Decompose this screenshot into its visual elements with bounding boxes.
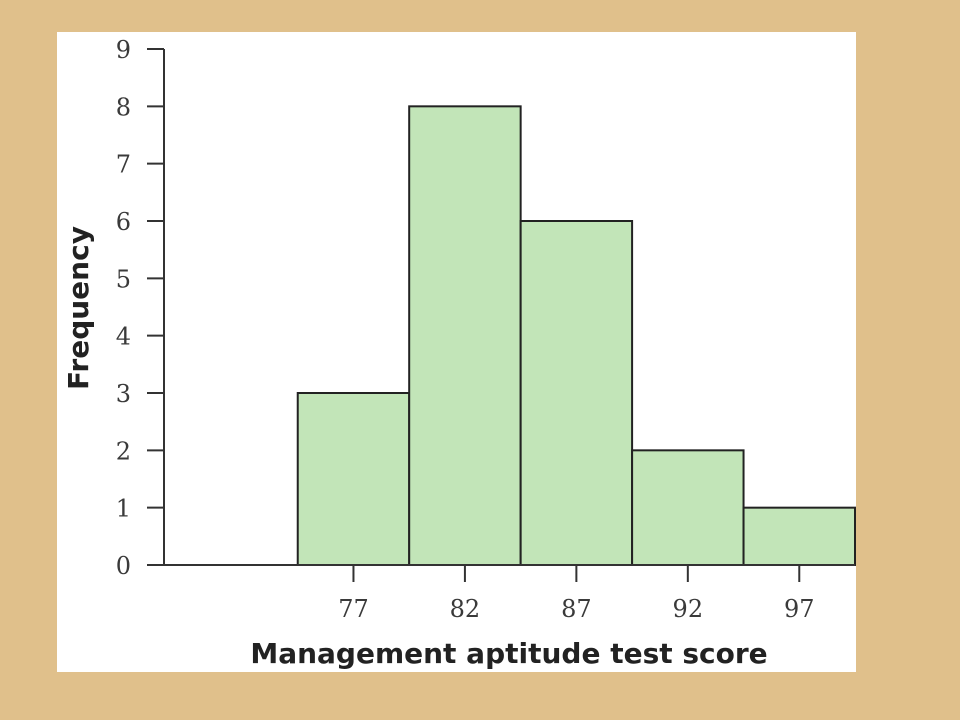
bars-group [296,105,857,567]
y-tick-label-1: 1 [116,495,131,523]
histogram-bar-97 [742,506,857,566]
histogram-bar-87 [519,220,634,566]
histogram-bar-92 [631,449,745,567]
x-ticks-group: 77 82 87 92 97 [338,565,815,623]
y-tick-label-2: 2 [116,437,131,465]
y-tick-label-7: 7 [116,151,131,179]
x-axis-title: Management aptitude test score [250,637,767,670]
y-tick-label-8: 8 [116,93,131,121]
axes-group [163,49,855,566]
histogram-bar-77 [296,392,411,566]
x-tick-label-97: 97 [784,595,815,623]
y-tick-label-4: 4 [116,323,131,351]
y-tick-label-0: 0 [116,552,131,580]
y-axis-title: Frequency [62,226,95,390]
x-tick-label-82: 82 [450,595,481,623]
y-tick-label-6: 6 [116,208,131,236]
x-tick-label-77: 77 [338,595,369,623]
y-tick-label-3: 3 [116,380,131,408]
y-ticks-group: 0 1 2 3 4 5 6 7 8 9 [116,36,164,580]
x-tick-label-87: 87 [561,595,592,623]
y-tick-label-5: 5 [116,265,131,293]
histogram-bar-82 [408,105,522,566]
y-tick-label-9: 9 [116,36,131,64]
x-tick-label-92: 92 [673,595,704,623]
